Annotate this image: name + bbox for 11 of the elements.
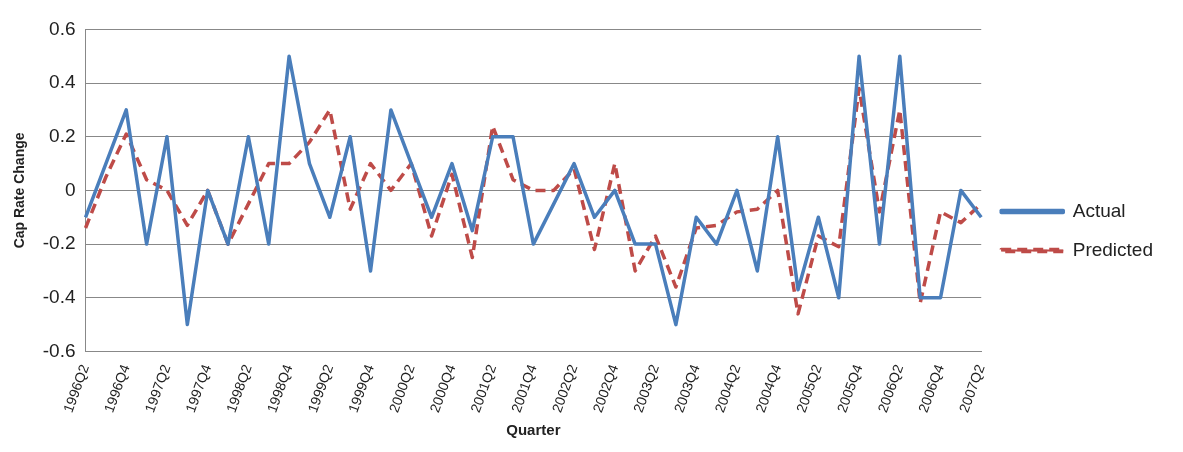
legend-label: Actual [1072,199,1126,221]
y-tick-label: -0.2 [42,232,76,254]
y-tick-label: -0.6 [42,339,76,361]
y-tick-label: 0 [64,178,76,200]
y-axis-title: Cap Rate Change [11,132,28,249]
y-tick-label: -0.4 [42,286,76,307]
y-tick-label: 0.2 [49,124,76,146]
x-axis-title: Quarter [506,421,561,439]
y-tick-label: 0.6 [49,17,76,39]
legend-label: Predicted [1072,238,1154,260]
y-tick-label: 0.4 [49,71,76,93]
